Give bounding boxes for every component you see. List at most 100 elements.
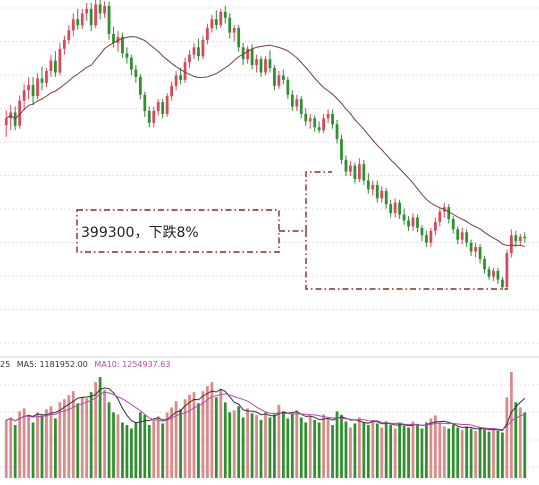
- volume-bar-down: [483, 429, 486, 478]
- volume-bar-down: [514, 402, 518, 478]
- volume-bar-down: [112, 412, 115, 478]
- volume-legend: 25 MA5: 1181952.00 MA10: 1254937.63: [0, 360, 171, 369]
- volume-bar-up: [411, 421, 415, 478]
- volume-bar-up: [474, 431, 477, 478]
- candle-down: [514, 235, 518, 242]
- volume-bar-up: [357, 417, 361, 478]
- candle-up: [349, 165, 352, 172]
- candle-down: [416, 217, 419, 228]
- volume-bar-up: [349, 427, 352, 478]
- volume-bar-up: [170, 407, 174, 478]
- price-candles: [4, 0, 527, 290]
- volume-bar-down: [340, 414, 343, 478]
- candle-up: [326, 113, 330, 119]
- candle-down: [451, 218, 455, 230]
- candle-down: [398, 202, 401, 215]
- volume-bar-up: [438, 423, 442, 478]
- candle-up: [295, 99, 299, 107]
- volume-bar-down: [331, 425, 334, 478]
- volume-bar-up: [210, 382, 214, 478]
- volume-bar-down: [241, 417, 245, 478]
- candle-down: [228, 17, 232, 33]
- volume-bar-up: [71, 391, 75, 478]
- price-grid: [0, 7, 539, 344]
- volume-bar-down: [398, 422, 401, 478]
- volume-bar-up: [27, 414, 30, 478]
- candle-down: [121, 36, 124, 54]
- candle-up: [18, 100, 22, 126]
- candle-up: [201, 39, 205, 57]
- volume-bar-up: [49, 406, 53, 478]
- candle-down: [134, 69, 138, 77]
- candle-down: [250, 48, 254, 66]
- volume-bar-up: [460, 430, 464, 478]
- volume-bar-down: [290, 413, 294, 478]
- volume-bar-up: [442, 426, 446, 478]
- candle-down: [335, 124, 339, 140]
- candle-up: [433, 221, 437, 231]
- volume-bar-down: [335, 411, 339, 478]
- candle-down: [143, 94, 147, 111]
- candle-down: [237, 28, 241, 48]
- volume-bar-down: [237, 406, 241, 478]
- volume-bar-down: [121, 422, 124, 478]
- candle-up: [183, 62, 187, 80]
- volume-bar-down: [13, 425, 17, 478]
- candle-up: [49, 60, 53, 72]
- candle-up: [174, 75, 178, 86]
- volume-bar-up: [246, 408, 249, 478]
- volume-bar-down: [456, 427, 460, 478]
- candle-down: [273, 68, 276, 86]
- volume-bar-down: [286, 418, 290, 478]
- candle-up: [85, 8, 89, 14]
- volume-bar-down: [134, 422, 138, 478]
- candle-down: [223, 11, 227, 18]
- candle-up: [152, 110, 156, 123]
- candle-up: [505, 253, 509, 288]
- volume-legend-period: 25: [0, 360, 10, 369]
- candle-up: [255, 59, 258, 66]
- candle-down: [147, 110, 151, 123]
- volume-bar-down: [197, 403, 200, 478]
- volume-bar-up: [509, 372, 513, 478]
- candle-down: [340, 139, 343, 160]
- volume-bar-down: [250, 413, 254, 478]
- candle-down: [313, 118, 317, 128]
- volume-bar-down: [353, 423, 357, 478]
- candle-down: [112, 34, 115, 43]
- volume-bar-up: [80, 397, 84, 478]
- candle-up: [67, 30, 71, 40]
- candle-up: [188, 54, 191, 63]
- candle-down: [523, 236, 527, 239]
- volume-bar-down: [54, 418, 57, 478]
- volume-bar-down: [304, 422, 308, 478]
- candle-up: [371, 184, 375, 190]
- candle-up: [170, 85, 174, 97]
- candle-down: [241, 47, 245, 60]
- candle-up: [103, 5, 106, 14]
- volume-bar-down: [228, 412, 232, 478]
- candle-down: [425, 235, 428, 243]
- candle-up: [264, 59, 267, 73]
- candle-up: [192, 47, 196, 55]
- candle-down: [407, 220, 410, 227]
- volume-bar-down: [143, 414, 147, 478]
- candle-down: [179, 75, 182, 80]
- candle-down: [299, 99, 303, 114]
- volume-bar-up: [206, 386, 209, 478]
- candle-down: [331, 113, 334, 125]
- volume-bar-up: [58, 402, 62, 478]
- volume-bar-up: [103, 389, 106, 478]
- volume-bar-down: [161, 423, 165, 478]
- volume-bar-up: [326, 418, 330, 478]
- candle-up: [94, 4, 98, 26]
- volume-bar-up: [188, 394, 191, 478]
- volume-bar-down: [402, 425, 406, 478]
- volume-bar-up: [433, 415, 437, 478]
- candle-up: [219, 11, 223, 26]
- volume-bar-down: [407, 427, 410, 478]
- candle-up: [36, 78, 39, 97]
- candle-down: [384, 190, 388, 205]
- candle-down: [138, 76, 142, 95]
- candle-down: [54, 60, 57, 73]
